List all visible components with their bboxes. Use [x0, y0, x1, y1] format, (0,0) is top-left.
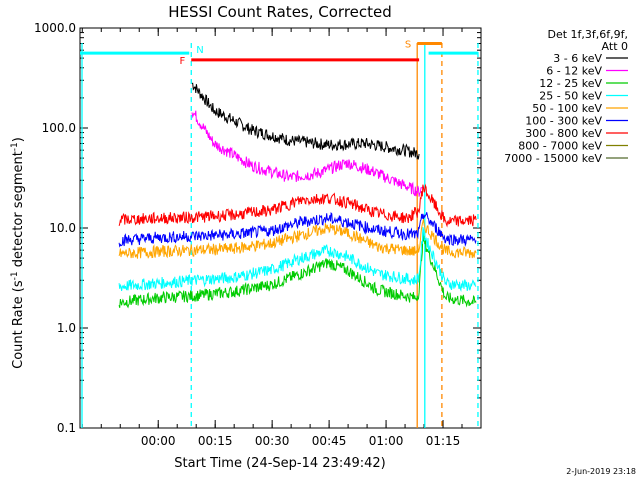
x-tick-label: 00:30 — [255, 434, 290, 448]
x-tick-label: 00:15 — [198, 434, 233, 448]
y-tick-label: 10.0 — [49, 221, 76, 235]
x-tick-label: 00:00 — [141, 434, 176, 448]
legend-header: Det 1f,3f,6f,9f, — [547, 28, 628, 41]
legend-label: 100 - 300 keV — [525, 115, 602, 128]
interval-label: N — [196, 45, 203, 56]
series-line-100-300keV — [118, 211, 477, 248]
legend-label: 3 - 6 keV — [553, 52, 602, 65]
y-tick-label: 0.1 — [57, 421, 76, 435]
legend-label: 7000 - 15000 keV — [504, 152, 602, 165]
x-tick-label: 00:45 — [312, 434, 347, 448]
series-line-12-25keV — [118, 231, 477, 309]
y-tick-label: 1000.0 — [34, 21, 76, 35]
legend-label: 800 - 7000 keV — [518, 140, 602, 153]
footer-date: 2-Jun-2019 23:18 — [566, 467, 636, 476]
series-line-25-50keV — [118, 226, 477, 292]
legend-label: 300 - 800 keV — [525, 127, 602, 140]
legend-header: Att 0 — [602, 40, 628, 53]
x-axis-label: Start Time (24-Sep-14 23:49:42) — [174, 456, 385, 471]
y-tick-label: 1.0 — [57, 321, 76, 335]
series-line-3-6keV — [191, 82, 420, 161]
series-line-300-800keV — [118, 183, 477, 228]
legend-label: 6 - 12 keV — [546, 65, 602, 78]
legend-label: 50 - 100 keV — [532, 102, 602, 115]
series-line-50-100keV — [118, 218, 477, 259]
series-line-6-12keV — [191, 110, 424, 197]
interval-label: F — [179, 56, 185, 67]
chart-title: HESSI Count Rates, Corrected — [168, 3, 392, 21]
legend-label: 25 - 50 keV — [539, 90, 602, 103]
x-tick-label: 01:00 — [369, 434, 404, 448]
x-tick-label: 01:15 — [426, 434, 461, 448]
y-tick-label: 100.0 — [42, 121, 76, 135]
y-axis-label: Count Rate (s-1 detector segment-1) — [10, 137, 26, 369]
interval-label: S — [405, 39, 411, 50]
legend-label: 12 - 25 keV — [539, 77, 602, 90]
